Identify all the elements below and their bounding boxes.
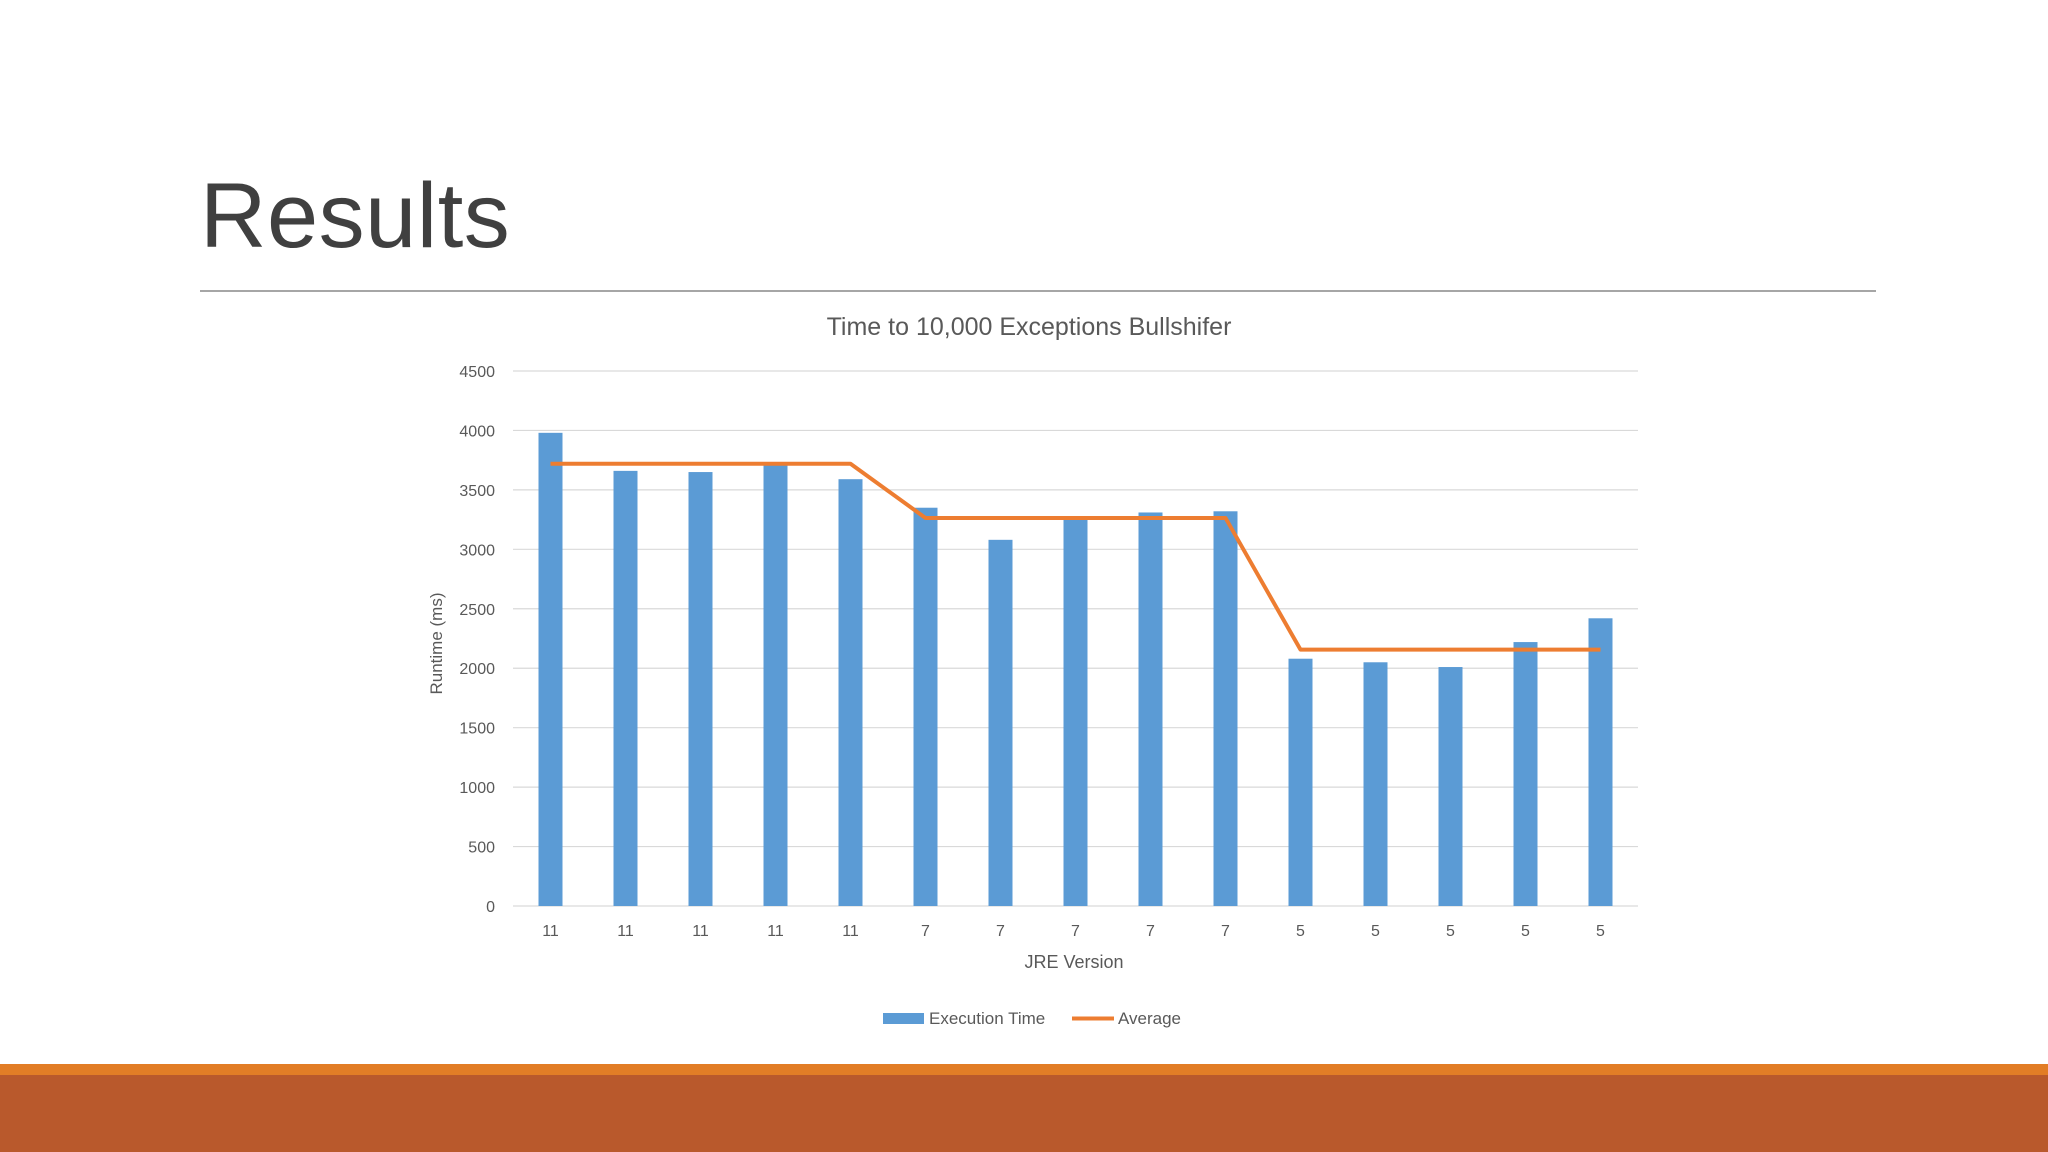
x-axis-ticks: 11 11 11 11 11 7 7 7 7 7 5 5 5 5 5	[542, 923, 1605, 940]
x-tick-label: 5	[1446, 923, 1455, 940]
bar-line-chart: Time to 10,000 Exceptions Bullshifer 050…	[427, 313, 1638, 1028]
title-divider	[200, 290, 1876, 292]
x-tick-label: 11	[842, 923, 859, 940]
bar-execution-time	[538, 432, 563, 906]
y-tick-label: 3500	[459, 483, 495, 500]
y-tick-label: 2500	[459, 602, 495, 619]
y-tick-label: 2000	[459, 661, 495, 678]
legend-execution-time-label: Execution Time	[929, 1009, 1045, 1028]
legend-average-label: Average	[1118, 1009, 1181, 1028]
bar-execution-time	[1513, 642, 1538, 906]
x-tick-label: 11	[617, 923, 634, 940]
slide-title: Results	[200, 165, 511, 267]
chart-title: Time to 10,000 Exceptions Bullshifer	[827, 313, 1232, 341]
average-line-layer	[550, 461, 1601, 652]
bar-execution-time	[913, 507, 938, 906]
x-tick-label: 5	[1596, 923, 1605, 940]
bars	[538, 432, 1613, 906]
x-tick-label: 5	[1521, 923, 1530, 940]
y-tick-label: 1500	[459, 721, 495, 738]
legend-execution-time-swatch	[883, 1013, 924, 1024]
bar-execution-time	[763, 463, 788, 906]
y-axis-label: Runtime (ms)	[427, 592, 446, 694]
y-tick-label: 4000	[459, 423, 495, 440]
x-tick-label: 7	[921, 923, 930, 940]
x-tick-label: 5	[1371, 923, 1380, 940]
average-line	[550, 461, 1601, 652]
bar-execution-time	[1588, 618, 1613, 906]
bar-execution-time	[1063, 518, 1088, 906]
y-tick-label: 1000	[459, 780, 495, 797]
x-tick-label: 5	[1296, 923, 1305, 940]
x-tick-label: 7	[1071, 923, 1080, 940]
bar-execution-time	[1363, 662, 1388, 906]
legend: Execution Time Average	[883, 1009, 1181, 1028]
bar-execution-time	[688, 472, 713, 906]
x-axis-label: JRE Version	[1024, 952, 1123, 972]
bar-execution-time	[1213, 511, 1238, 906]
x-tick-label: 11	[692, 923, 709, 940]
bar-execution-time	[988, 539, 1013, 906]
x-tick-label: 11	[542, 923, 559, 940]
bar-execution-time	[613, 470, 638, 906]
y-tick-label: 4500	[459, 364, 495, 381]
x-tick-label: 7	[996, 923, 1005, 940]
x-tick-label: 7	[1146, 923, 1155, 940]
bar-execution-time	[1288, 658, 1313, 906]
y-axis-ticks: 0 500 1000 1500 2000 2500 3000 3500 4000 4500	[459, 364, 495, 916]
x-tick-label: 11	[767, 923, 784, 940]
bar-execution-time	[838, 479, 863, 906]
y-tick-label: 0	[486, 899, 495, 916]
chart-container: Time to 10,000 Exceptions Bullshifer 0 50…	[420, 300, 1660, 1060]
footer-band	[0, 1075, 2048, 1152]
bar-execution-time	[1438, 667, 1463, 906]
bar-execution-time	[1138, 512, 1163, 906]
y-tick-label: 3000	[459, 542, 495, 559]
footer-accent-stripe	[0, 1064, 2048, 1075]
y-tick-label: 500	[468, 840, 495, 857]
x-tick-label: 7	[1221, 923, 1230, 940]
